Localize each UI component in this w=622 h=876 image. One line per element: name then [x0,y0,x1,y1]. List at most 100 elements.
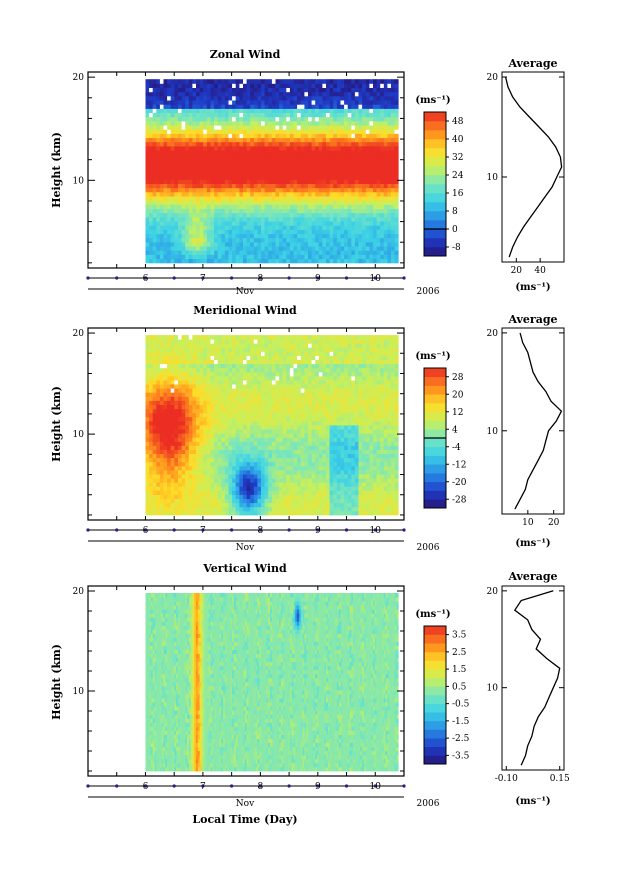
heatmap-cell [196,384,200,389]
zonal-profile-unit: (ms⁻¹) [515,282,550,293]
heatmap-cell [214,150,219,155]
heatmap-cell [221,200,226,205]
heatmap-cell [145,83,150,88]
heatmap-cell [261,242,265,247]
heatmap-cell [145,204,150,209]
heatmap-cell [261,506,265,512]
heatmap-cell [232,461,237,467]
heatmap-cell [174,196,179,201]
heatmap-cell [170,339,175,344]
heatmap-cell [167,200,172,205]
heatmap-cell [250,183,255,189]
heatmap-cell [286,474,291,479]
heatmap-cell [239,162,244,168]
heatmap-cell [340,104,345,109]
meridional-wind-title: Meridional Wind [193,304,297,317]
heatmap-cell [369,208,374,214]
heatmap-cell [199,212,204,218]
heatmap-cell [156,502,161,508]
heatmap-cell [275,367,280,373]
heatmap-cell [264,204,269,209]
heatmap-cell [286,146,291,151]
heatmap-cell [311,104,316,109]
heatmap-cell [279,154,284,159]
heatmap-cell [178,150,182,155]
heatmap-cell [286,437,291,442]
heatmap-cell [246,250,251,255]
heatmap-cell [178,137,182,143]
heatmap-cell [159,392,164,397]
heatmap-cell [253,363,258,369]
heatmap-cell [152,506,157,512]
heatmap-cell [217,449,222,454]
heatmap-cell [199,133,204,139]
heatmap-cell [163,242,168,247]
heatmap-cell [221,121,226,126]
heatmap-cell [365,100,370,105]
heatmap-cell [214,465,219,471]
heatmap-cell [297,187,302,193]
heatmap-cell [243,121,247,126]
heatmap-cell [271,478,276,483]
heatmap-cell [152,146,157,151]
heatmap-cell [253,335,258,340]
heatmap-cell [279,425,284,430]
heatmap-cell [311,150,316,155]
heatmap-cell [199,355,204,360]
heatmap-cell [156,470,161,475]
heatmap-cell [174,191,179,197]
heatmap-cell [253,233,258,239]
heatmap-cell [369,104,374,109]
heatmap-cell [156,388,161,393]
heatmap-cell [282,242,287,247]
heatmap-cell [362,237,367,243]
heatmap-cell [308,225,312,230]
heatmap-cell [311,158,316,164]
heatmap-cell [271,221,276,226]
heatmap-cell [235,470,240,475]
heatmap-cell [340,133,345,139]
heatmap-cell [336,196,341,201]
heatmap-cell [214,347,219,352]
heatmap-cell [210,208,215,214]
heatmap-cell [253,510,258,516]
heatmap-cell [300,225,305,230]
heatmap-cell [257,363,262,369]
heatmap-cell [311,225,316,230]
heatmap-cell [326,150,330,155]
heatmap-cell [152,196,157,201]
heatmap-cell [217,100,222,105]
heatmap-cell [383,83,388,88]
heatmap-cell [275,254,280,260]
heatmap-cell [380,141,385,147]
heatmap-cell [271,355,276,360]
heatmap-cell [232,187,237,193]
heatmap-cell [329,146,334,151]
heatmap-cell [380,100,385,105]
heatmap-cell [159,87,164,93]
heatmap-cell [224,461,229,467]
heatmap-cell [174,490,179,495]
heatmap-cell [196,376,200,381]
heatmap-cell [300,187,305,193]
heatmap-cell [268,437,273,442]
heatmap-cell [196,250,200,255]
heatmap-cell [178,429,182,434]
heatmap-cell [178,478,182,483]
heatmap-cell [192,392,197,397]
heatmap-cell [145,166,150,172]
heatmap-cell [246,154,251,159]
heatmap-cell [344,83,349,88]
heatmap-cell [279,87,284,93]
heatmap-cell [181,355,186,360]
heatmap-cell [354,129,359,134]
heatmap-cell [354,121,359,126]
heatmap-cell [235,465,240,471]
heatmap-cell [224,158,229,164]
heatmap-cell [246,367,251,373]
heatmap-cell [145,339,150,344]
heatmap-cell [373,150,377,155]
heatmap-cell [196,133,200,139]
heatmap-cell [188,112,193,118]
heatmap-cell [214,482,219,487]
